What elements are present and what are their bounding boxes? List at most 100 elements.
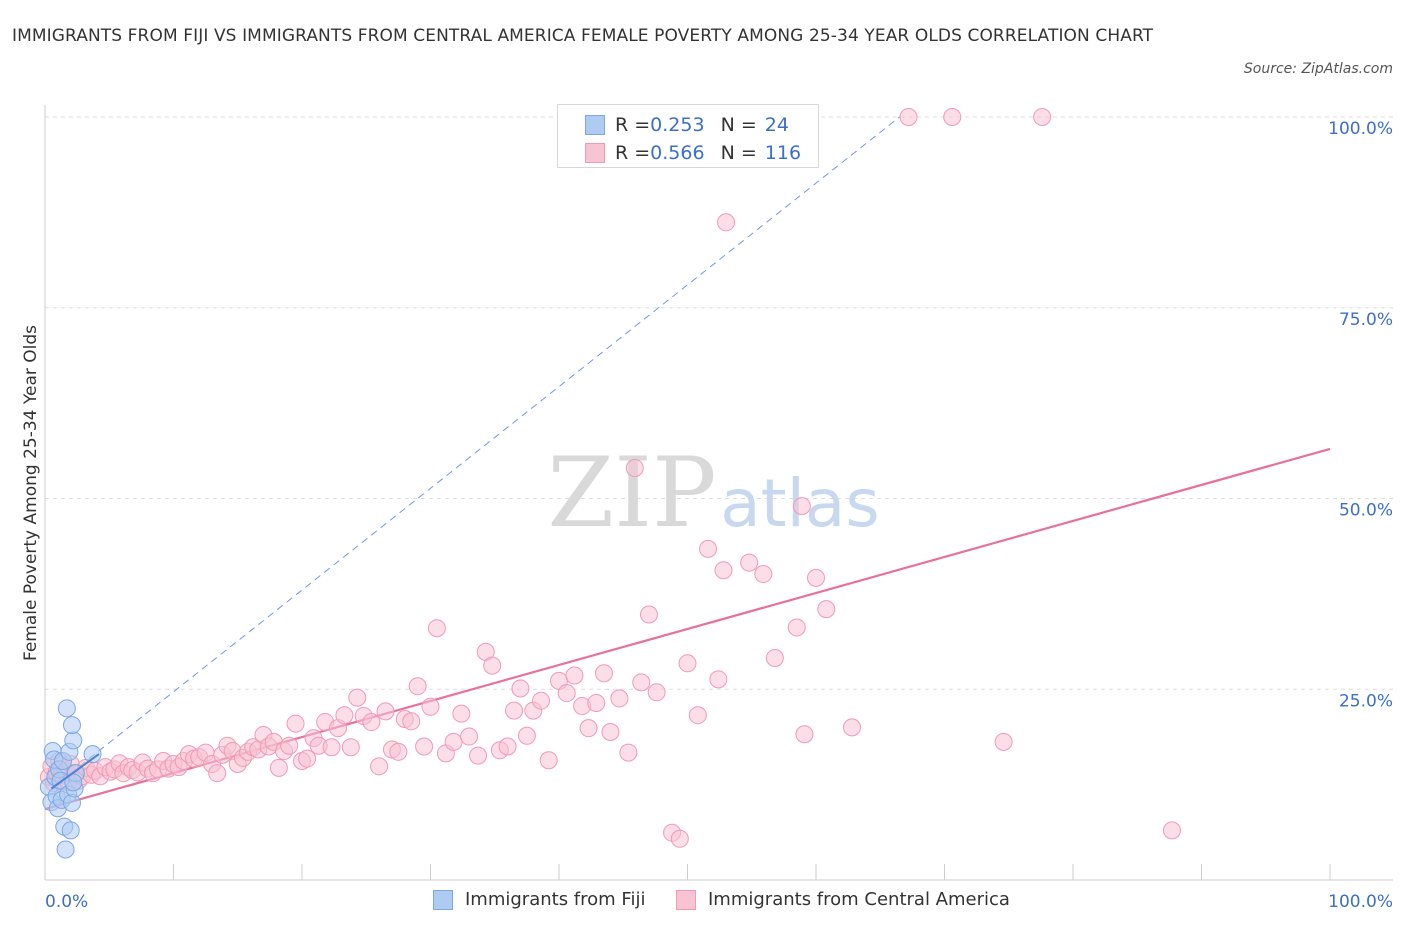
data-point-central-america [389,742,408,761]
data-point-central-america [280,736,299,755]
data-point-central-america [632,673,651,692]
data-point-central-america [298,749,317,768]
data-point-fiji [62,716,81,735]
y-tick-label: 50.0% [1339,501,1393,521]
data-point-central-america [335,706,354,725]
data-point-central-america [532,691,551,710]
legend-item-fiji: Immigrants from Fiji [433,889,645,910]
data-point-central-america [842,718,861,737]
y-tick-label: 75.0% [1339,310,1393,330]
trend-line-fiji-extended [51,116,900,789]
r-label: R = [615,114,651,136]
data-point-central-america [625,458,644,477]
data-point-central-america [452,704,471,723]
data-point-central-america [286,714,305,733]
data-point-central-america [817,600,836,619]
data-point-central-america [688,706,707,725]
data-point-central-america [208,764,227,783]
y-tick-label: 100.0% [1328,119,1393,139]
data-point-central-america [511,679,530,698]
data-point-fiji [61,821,80,840]
data-point-central-america [795,725,814,744]
r-value: 0.566 [650,142,705,164]
data-point-central-america [517,726,536,745]
r-value: 0.253 [650,114,705,136]
data-point-central-america [408,677,427,696]
r-label: R = [615,142,651,164]
data-point-central-america [579,719,598,738]
legend-swatch-central-america [585,143,605,163]
n-value: 116 [764,142,802,164]
data-point-central-america [994,732,1013,751]
data-point-central-america [1162,821,1181,840]
data-point-central-america [899,108,918,126]
data-point-fiji [64,731,83,750]
data-point-central-america [469,746,488,765]
data-point-central-america [587,693,606,712]
data-point-central-america [699,539,718,558]
data-point-central-america [269,758,288,777]
y-tick-label: 25.0% [1339,691,1393,711]
data-point-central-america [427,619,446,638]
x-tick-label: 0.0% [45,892,88,912]
data-point-central-america [717,213,736,232]
data-point-central-america [807,568,825,587]
legend-label-central-america: Immigrants from Central America [708,889,1010,910]
correlation-legend: R = 0.253 N = 24 R = 0.566 N = 116 [557,104,819,168]
legend-swatch-fiji [433,889,453,910]
data-point-central-america [765,648,784,667]
data-point-central-america [754,565,773,584]
data-point-central-america [619,743,638,762]
legend-swatch-fiji [585,115,605,135]
data-point-central-america [1033,108,1052,126]
n-value: 24 [764,114,789,136]
legend-row-fiji: R = 0.253 N = 24 [585,113,789,137]
data-point-central-america [740,553,759,572]
legend-item-central-america: Immigrants from Central America [676,889,1010,910]
data-point-central-america [943,108,962,126]
data-point-central-america [565,666,584,685]
data-point-central-america [639,605,658,624]
y-tick-labels: 25.0% 50.0% 75.0% 100.0% [1328,119,1393,711]
trend-line-fiji [50,753,100,790]
data-point-central-america [792,497,811,516]
watermark-zip: ZIP [547,437,716,549]
data-point-fiji [56,840,75,859]
source-note: Source: ZipAtlas.com [1243,61,1393,77]
data-point-central-america [787,618,806,637]
data-point-central-america [594,664,613,683]
legend-swatch-central-america [676,889,696,910]
data-point-central-america [678,654,697,673]
legend-row-central-america: R = 0.566 N = 116 [585,141,801,165]
data-point-central-america [402,712,421,731]
data-point-central-america [421,697,440,716]
data-point-central-america [362,713,381,732]
data-point-central-america [610,689,629,708]
data-point-central-america [460,727,479,746]
data-point-central-america [601,722,620,741]
data-point-central-america [415,737,434,756]
data-point-central-america [709,670,728,689]
grid-lines [45,116,1393,690]
series-central-america [39,108,1181,848]
data-point-central-america [483,656,502,675]
data-point-central-america [670,829,689,848]
y-axis-label: Female Poverty Among 25-34 Year Olds [21,325,41,661]
data-point-central-america [444,732,463,751]
data-point-central-america [376,702,395,721]
n-label: N = [720,142,757,164]
series-fiji [39,699,102,859]
legend-label-fiji: Immigrants from Fiji [465,889,646,910]
data-point-central-america [539,751,558,770]
x-tick-labels: 0.0% 100.0% [45,892,1393,912]
data-point-central-america [647,683,666,702]
data-point-central-america [505,701,524,720]
data-point-central-america [557,684,576,703]
n-label: N = [720,114,757,136]
data-point-fiji [57,699,76,718]
data-point-central-america [498,737,517,756]
watermark: ZIP atlas [547,437,879,549]
data-point-central-america [714,561,733,580]
x-tick-label: 100.0% [1328,892,1393,912]
